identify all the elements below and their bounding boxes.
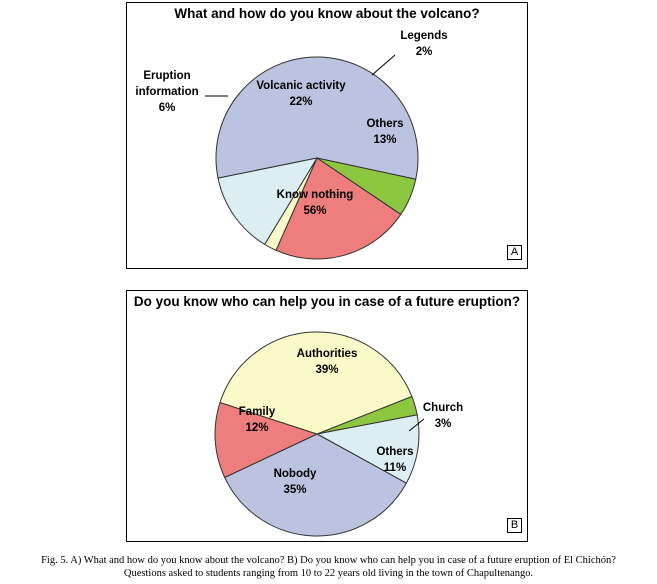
slice-label-legends: Legends 2%	[400, 30, 447, 58]
pie-chart-b: Church 3% Others 11% Nobody 35% Family 12% Autho…	[214, 331, 463, 537]
slice-label-volcanic-activity: Volcanic activity 22%	[256, 80, 346, 108]
pie-slice-others	[315, 414, 420, 484]
chart-title-b: Do you know who can help you in case of …	[133, 294, 521, 309]
pie-slice-know-nothing	[215, 56, 419, 180]
pie-chart-a: Know nothing 56% Eruption information 6% Volc…	[135, 30, 448, 260]
pie-slice-authorities	[219, 331, 413, 435]
pie-slice-nobody	[224, 433, 408, 537]
chart-panel-b: Church 3% Others 11% Nobody 35% Family 12% Autho…	[126, 290, 528, 542]
chart-panel-a: Know nothing 56% Eruption information 6% Volc…	[126, 2, 528, 269]
slice-label-eruption-information: Eruption information 6%	[135, 70, 198, 114]
pie-slice-volcanic-activity	[275, 157, 402, 260]
panel-label-b: B	[507, 518, 522, 533]
figure-caption-line-1: Fig. 5. A) What and how do you know abou…	[41, 555, 616, 566]
slice-label-nobody: Nobody 35%	[274, 468, 317, 496]
slice-label-others: Others 13%	[366, 118, 403, 146]
pie-slice-family	[214, 401, 319, 479]
leader-line-legends	[371, 54, 396, 76]
pie-slice-others	[217, 157, 319, 246]
chart-title-a: What and how do you know about the volca…	[174, 6, 480, 21]
slice-label-know-nothing: Know nothing 56%	[277, 189, 354, 217]
slice-label-family: Family 12%	[239, 406, 276, 434]
slice-label-church: Church 3%	[423, 402, 463, 430]
leader-line-church	[408, 418, 425, 432]
slice-label-others: Others 11%	[376, 446, 413, 474]
panel-label-a: A	[507, 245, 522, 260]
slice-label-authorities: Authorities 39%	[297, 348, 358, 376]
figure-caption-line-2: Questions asked to students ranging from…	[123, 568, 534, 579]
